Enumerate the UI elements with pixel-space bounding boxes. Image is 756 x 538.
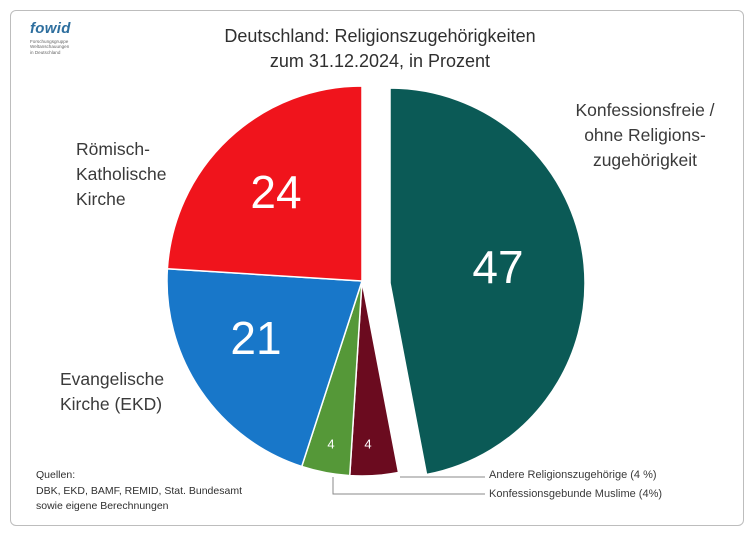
legend-leader-line-muslims	[332, 477, 485, 495]
logo-wordmark: fowid	[30, 20, 71, 37]
sources-line-1: DBK, EKD, BAMF, REMID, Stat. Bundesamt	[36, 484, 242, 497]
legend-muslims: Konfessionsgebunde Muslime (4%)	[489, 488, 663, 500]
label-line: Kirche	[76, 189, 126, 209]
logo-subtitle: Forschungsgruppe Weltanschauungen in Deu…	[30, 39, 92, 55]
label-line: Katholische	[76, 164, 167, 184]
chart-frame	[10, 10, 744, 526]
sources-note: Quellen: DBK, EKD, BAMF, REMID, Stat. Bu…	[36, 468, 242, 515]
label-no-religion: Konfessionsfreie / ohne Religions- zugeh…	[560, 98, 730, 173]
chart-title-line-2: zum 31.12.2024, in Prozent	[269, 51, 491, 71]
label-catholic: Römisch- Katholische Kirche	[76, 137, 166, 212]
logo-subtitle-line: in Deutschland	[30, 49, 61, 55]
fowid-logo: fowid Forschungsgruppe Weltanschauungen …	[30, 20, 92, 66]
pie-slice-protestant	[166, 267, 364, 468]
pie-slice-none	[389, 87, 586, 476]
pie-slice-catholic	[166, 85, 363, 282]
data-label-catholic: 24	[250, 166, 301, 218]
label-line: ohne Religions-	[584, 125, 706, 145]
logo-subtitle-line: Forschungsgruppe	[30, 39, 69, 44]
sources-line-2: sowie eigene Berechnungen	[36, 500, 169, 512]
label-line: zugehörigkeit	[592, 150, 698, 170]
data-label-muslim: 4	[327, 436, 334, 451]
data-label-other: 4	[364, 436, 371, 451]
label-line: Konfessionsfreie /	[575, 100, 715, 120]
sources-heading: Quellen:	[36, 469, 76, 481]
label-protestant: Evangelische Kirche (EKD)	[60, 367, 164, 417]
legend-other-religions: Andere Religionszugehörige (4 %)	[489, 469, 657, 481]
chart-title: Deutschland: Religionszugehörigkeiten zu…	[160, 24, 600, 74]
label-line: Evangelische	[60, 369, 165, 389]
data-label-none: 47	[472, 241, 523, 293]
label-line: Kirche (EKD)	[60, 394, 163, 414]
label-line: Römisch-	[76, 139, 150, 159]
logo-subtitle-line: Weltanschauungen	[30, 44, 70, 50]
chart-title-line-1: Deutschland: Religionszugehörigkeiten	[224, 26, 536, 46]
data-label-protestant: 21	[230, 312, 281, 364]
